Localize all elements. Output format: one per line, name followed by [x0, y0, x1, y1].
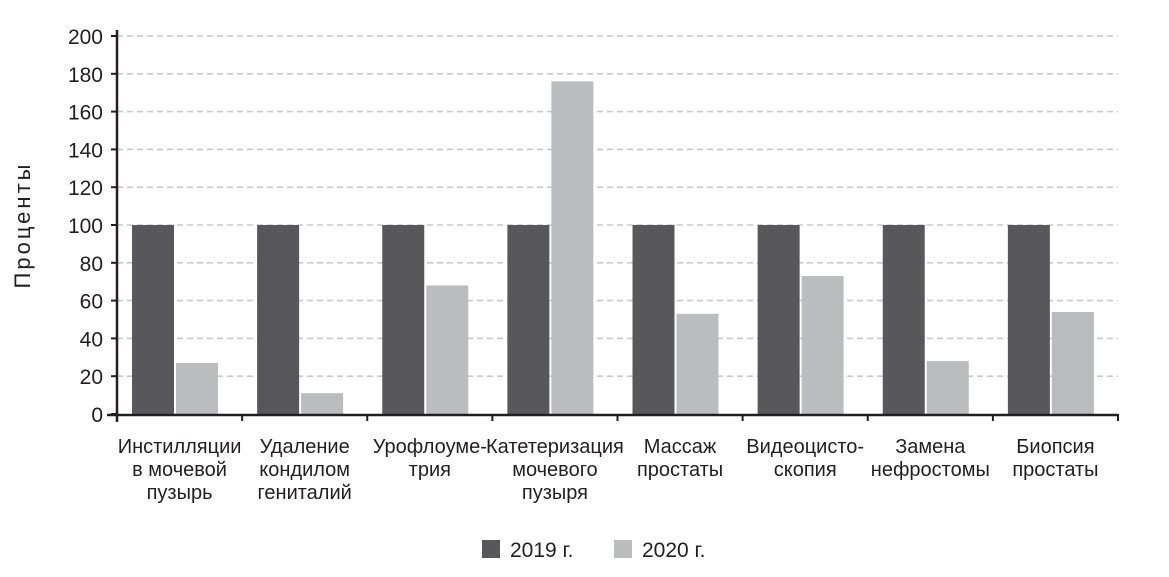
bar-2020	[926, 361, 969, 414]
legend-swatch	[482, 540, 500, 558]
x-tick-label-line: нефростомы	[871, 459, 990, 481]
x-tick-label-line: трия	[409, 459, 451, 481]
x-tick-label-line: Замена	[895, 436, 966, 458]
y-tick-label: 60	[80, 291, 103, 314]
bar-2020	[1051, 311, 1094, 414]
x-tick-label: Замена нефростомы	[871, 436, 990, 481]
grid-lines	[117, 35, 1118, 378]
y-tick-label: 160	[68, 102, 103, 125]
bar-2020	[426, 285, 469, 414]
x-tick-label-line: гениталий	[258, 482, 352, 504]
y-tick-label: 20	[80, 366, 103, 389]
bar-2019	[382, 225, 425, 414]
legend: 2019 г. 2020 г.	[482, 539, 705, 562]
y-tick-label: 40	[80, 328, 103, 351]
legend-swatch	[614, 540, 632, 558]
x-tick-label: Биопсия простаты	[1012, 436, 1098, 481]
x-tick-label-line: Массаж	[644, 436, 717, 458]
x-tick-label: Инстилляции в мочевой пузырь	[118, 436, 242, 504]
x-tick-label-line: мочевого	[512, 459, 597, 481]
x-tick-label-line: скопия	[774, 459, 837, 481]
bar-2019	[632, 225, 675, 414]
bar-2019	[257, 225, 300, 414]
x-tick-label-line: Катетеризация	[486, 436, 624, 458]
x-tick-label-line: Удаление	[260, 436, 350, 458]
y-tick-label: 200	[68, 26, 103, 49]
bar-2019	[1007, 225, 1050, 414]
bar-2020	[551, 81, 594, 415]
x-tick-label-line: Биопсия	[1016, 436, 1094, 458]
y-tick-label: 140	[68, 139, 103, 162]
bar-2019	[882, 225, 925, 414]
bar-2020	[176, 362, 218, 414]
x-tick-label: Видеоцисто-скопия	[746, 436, 864, 481]
bar-2019	[507, 225, 550, 414]
x-tick-label: Катетеризация мочевого пузыря	[486, 436, 624, 504]
bar-2020	[301, 393, 344, 414]
bars	[132, 81, 1094, 415]
x-tick-label-line: кондилом	[259, 459, 350, 481]
y-tick-labels: 0 20 40 60 80 100 120 140 160 180 200	[68, 26, 103, 427]
x-tick-label-line: в мочевой	[132, 459, 227, 481]
y-tick-label: 180	[68, 64, 103, 87]
axes	[107, 30, 1119, 422]
x-tick-label: Массаж простаты	[637, 436, 723, 481]
x-tick-label-line: Урофлоуме-	[373, 436, 487, 458]
x-tick-label-line: пузыря	[522, 482, 588, 504]
legend-label: 2019 г.	[510, 539, 573, 562]
y-tick-label: 100	[68, 215, 103, 238]
x-tick-label-line: пузырь	[147, 482, 213, 504]
legend-label: 2020 г.	[642, 539, 705, 562]
y-tick-label: 120	[68, 177, 103, 200]
x-tick-label: Удаление кондилом гениталий	[258, 436, 352, 504]
bar-2019	[757, 225, 800, 414]
x-tick-label-line: простаты	[1012, 459, 1098, 481]
y-tick-label: 0	[91, 404, 103, 427]
bar-2020	[676, 313, 719, 414]
bar-2020	[801, 276, 844, 414]
y-tick-label: 80	[80, 253, 103, 276]
x-tick-label-line: Инстилляции	[118, 436, 242, 458]
bar-2019	[132, 225, 174, 414]
y-axis-label: Проценты	[10, 162, 35, 289]
x-tick-label-line: Видеоцисто-	[746, 436, 864, 458]
x-tick-label: Урофлоуме-трия	[373, 436, 487, 481]
x-tick-label-line: простаты	[637, 459, 723, 481]
